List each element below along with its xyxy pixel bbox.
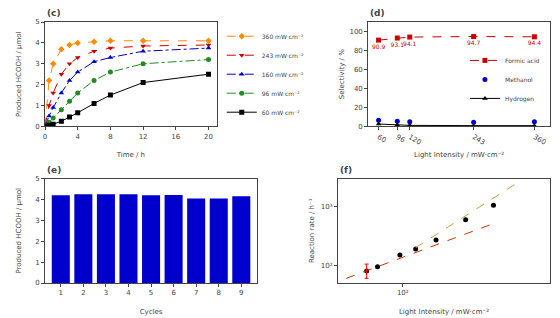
svg-text:0: 0 <box>35 279 39 287</box>
svg-text:360: 360 <box>532 133 548 147</box>
svg-text:10²: 10² <box>321 262 333 270</box>
svg-text:94.4: 94.4 <box>528 39 542 46</box>
svg-text:94.1: 94.1 <box>403 40 417 47</box>
svg-text:2: 2 <box>35 81 39 89</box>
svg-text:96: 96 <box>395 133 407 145</box>
svg-text:5: 5 <box>35 175 39 183</box>
svg-text:10³: 10³ <box>321 203 333 211</box>
svg-text:(e): (e) <box>47 165 61 175</box>
svg-text:Reaction rate / h⁻¹: Reaction rate / h⁻¹ <box>308 198 316 263</box>
svg-text:Produced HCOOH / μmol: Produced HCOOH / μmol <box>15 31 23 117</box>
svg-text:5: 5 <box>149 289 153 297</box>
svg-text:Hydrogen: Hydrogen <box>505 95 534 103</box>
svg-text:0: 0 <box>35 123 39 131</box>
svg-text:Methanol: Methanol <box>505 76 533 83</box>
svg-text:Selectivity / %: Selectivity / % <box>338 49 346 99</box>
svg-text:93.1: 93.1 <box>391 41 405 48</box>
svg-text:4: 4 <box>35 196 40 204</box>
svg-text:100: 100 <box>349 28 362 36</box>
svg-text:360 mW·cm⁻²: 360 mW·cm⁻² <box>262 33 304 40</box>
svg-text:20: 20 <box>354 104 363 112</box>
svg-text:4: 4 <box>35 39 40 47</box>
svg-text:7: 7 <box>194 289 198 297</box>
svg-text:Produced HCOOH / μmol: Produced HCOOH / μmol <box>15 188 23 274</box>
svg-text:243: 243 <box>471 133 487 147</box>
svg-text:3: 3 <box>104 289 108 297</box>
svg-text:Time / h: Time / h <box>116 151 145 159</box>
svg-text:(c): (c) <box>47 8 61 18</box>
svg-text:Light Intensity / mW·cm⁻²: Light Intensity / mW·cm⁻² <box>414 151 504 159</box>
svg-text:160 mW·cm⁻²: 160 mW·cm⁻² <box>262 71 304 78</box>
svg-text:Light Intensity / mW·cm⁻²: Light Intensity / mW·cm⁻² <box>399 308 489 316</box>
svg-text:12: 12 <box>139 133 148 141</box>
svg-text:2: 2 <box>81 289 85 297</box>
svg-text:1: 1 <box>35 259 39 267</box>
svg-text:243 mW·cm⁻²: 243 mW·cm⁻² <box>262 52 304 59</box>
svg-text:80: 80 <box>354 47 363 55</box>
svg-text:0: 0 <box>43 133 47 141</box>
svg-text:16: 16 <box>171 133 180 141</box>
svg-text:9: 9 <box>239 289 243 297</box>
svg-text:90.9: 90.9 <box>372 43 386 50</box>
svg-text:(f): (f) <box>340 165 352 175</box>
svg-text:94.7: 94.7 <box>467 39 481 46</box>
svg-text:4: 4 <box>75 133 80 141</box>
svg-text:4: 4 <box>126 289 131 297</box>
svg-text:8: 8 <box>108 133 112 141</box>
svg-text:(d): (d) <box>370 8 385 18</box>
svg-text:Formic acid: Formic acid <box>505 57 540 64</box>
svg-text:120: 120 <box>407 133 423 147</box>
svg-text:60 mW·cm⁻²: 60 mW·cm⁻² <box>262 109 301 116</box>
svg-text:60: 60 <box>354 66 363 74</box>
svg-text:6: 6 <box>171 289 176 297</box>
svg-text:Cycles: Cycles <box>140 308 163 316</box>
svg-text:5: 5 <box>35 18 39 26</box>
svg-text:40: 40 <box>354 85 363 93</box>
svg-text:1: 1 <box>35 102 39 110</box>
svg-text:3: 3 <box>35 60 39 68</box>
svg-text:60: 60 <box>376 133 388 144</box>
svg-text:1: 1 <box>59 289 63 297</box>
svg-text:8: 8 <box>217 289 221 297</box>
svg-text:0: 0 <box>358 123 362 131</box>
svg-text:2: 2 <box>35 238 39 246</box>
svg-text:10²: 10² <box>397 289 409 297</box>
svg-text:3: 3 <box>35 217 39 225</box>
svg-text:96 mW·cm⁻²: 96 mW·cm⁻² <box>262 90 301 97</box>
svg-text:20: 20 <box>204 133 213 141</box>
